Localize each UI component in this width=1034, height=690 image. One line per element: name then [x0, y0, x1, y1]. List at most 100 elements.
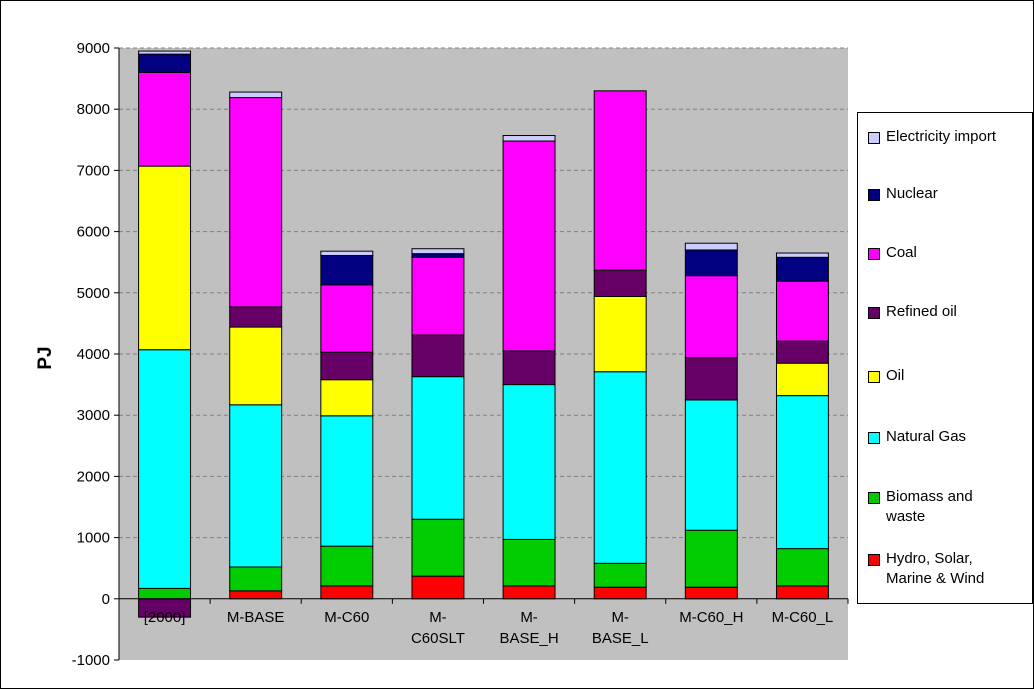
legend-swatch-nuclear: [868, 189, 880, 201]
bar-segment-natural-gas-m-c60: [320, 415, 374, 547]
bar-segment-biomass-and-waste-m-c60-l: [775, 548, 829, 587]
legend-item-oil: Oil: [868, 366, 1034, 386]
legend-swatch-electricity-import: [868, 132, 880, 144]
bar-segment-coal-m-base-h: [502, 140, 556, 352]
axes: [114, 47, 849, 661]
legend-label: Electricity import: [886, 128, 997, 145]
x-tick-label: M-BASE: [227, 609, 285, 626]
legend: Electricity import Nuclear Coal Refined …: [857, 112, 1033, 604]
bar-segment-hydro-solar-marine-wind-m-c60slt: [411, 575, 465, 600]
bar-segment-hydro-solar-marine-wind-m-base-l: [593, 586, 647, 600]
legend-swatch-refined-oil: [868, 307, 880, 319]
bar-segment-coal-m-base: [229, 97, 283, 308]
bar-segment-oil-m-base: [229, 326, 283, 406]
y-tick-label: 6000: [77, 224, 110, 241]
legend-swatch-hydro-solar-marine-wind: [868, 554, 880, 566]
y-tick-label: 4000: [77, 346, 110, 363]
bar-segment-refined-oil-m-base-h: [502, 350, 556, 386]
x-tick-label: M-C60_L: [772, 609, 834, 626]
legend-swatch-oil: [868, 371, 880, 383]
bar-segment-electricity-import-m-c60: [320, 250, 374, 256]
bar-segment-hydro-solar-marine-wind-m-c60: [320, 585, 374, 600]
bar-segment-natural-gas-m-base: [229, 404, 283, 568]
legend-label: Nuclear: [886, 185, 938, 202]
bar-segment-refined-oil-m-c60-h: [684, 357, 738, 401]
y-tick-label: 7000: [77, 162, 110, 179]
bar-segment-oil-m-base-l: [593, 295, 647, 373]
bar-segment-oil-m-c60-l: [775, 362, 829, 397]
x-tick-labels: [2000] M-BASE M-C60 M-C60SLT M-BASE_H M-BASE_…: [144, 609, 834, 647]
bar-segment-hydro-solar-marine-wind-m-c60-h: [684, 586, 738, 600]
bar-segment-nuclear-2000: [138, 53, 192, 73]
legend-item-refined-oil: Refined oil: [868, 302, 1034, 322]
bar-segment-biomass-and-waste-2000: [138, 587, 192, 600]
bar-segment-biomass-and-waste-m-base: [229, 566, 283, 592]
bars: [138, 50, 829, 618]
bar-segment-refined-oil-m-c60: [320, 351, 374, 381]
legend-label: Coal: [886, 244, 917, 261]
bar-segment-biomass-and-waste-m-base-h: [502, 538, 556, 587]
bar-segment-electricity-import-m-base-h: [502, 135, 556, 142]
x-tick-label: M-BASE_H: [499, 609, 558, 647]
bar-segment-coal-m-c60-h: [684, 275, 738, 359]
x-tick-label: M-C60: [324, 609, 369, 626]
y-tick-label: 2000: [77, 468, 110, 485]
bar-segment-hydro-solar-marine-wind-m-base: [229, 590, 283, 600]
legend-label: Oil: [886, 367, 905, 384]
legend-swatch-coal: [868, 248, 880, 260]
x-tick-label: M-C60_H: [679, 609, 743, 626]
bar-segment-natural-gas-m-c60slt: [411, 376, 465, 520]
bar-segment-natural-gas-m-c60-l: [775, 395, 829, 550]
y-tick-label: 9000: [77, 40, 110, 57]
bar-segment-refined-oil-m-base: [229, 306, 283, 328]
bar-segment-electricity-import-m-base: [229, 91, 283, 99]
legend-item-electricity-import: Electricity import: [868, 127, 1034, 147]
legend-item-nuclear: Nuclear: [868, 184, 1034, 204]
x-tick-label: [2000]: [144, 609, 186, 626]
y-tick-label: 0: [102, 591, 110, 608]
bar-segment-biomass-and-waste-m-c60: [320, 545, 374, 587]
bar-segment-nuclear-m-c60slt: [411, 253, 465, 258]
bar-segment-natural-gas-m-c60-h: [684, 399, 738, 531]
legend-label: Biomass and waste: [886, 488, 973, 525]
y-tick-label: 3000: [77, 407, 110, 424]
bar-segment-biomass-and-waste-m-c60-h: [684, 529, 738, 588]
bar-segment-natural-gas-m-base-h: [502, 384, 556, 540]
bar-segment-natural-gas-m-base-l: [593, 371, 647, 564]
bar-segment-nuclear-m-c60: [320, 254, 374, 286]
bar-segment-hydro-solar-marine-wind-m-base-h: [502, 585, 556, 600]
legend-item-natural-gas: Natural Gas: [868, 427, 1034, 447]
bar-segment-refined-oil-m-c60-l: [775, 340, 829, 364]
y-tick-label: 8000: [77, 101, 110, 118]
legend-label: Refined oil: [886, 303, 957, 320]
bar-segment-coal-m-c60: [320, 284, 374, 353]
bar-segment-biomass-and-waste-m-base-l: [593, 562, 647, 588]
legend-swatch-biomass-and-waste: [868, 492, 880, 504]
bar-segment-biomass-and-waste-m-c60slt: [411, 518, 465, 577]
bar-segment-nuclear-m-c60-h: [684, 249, 738, 277]
bar-segment-coal-m-c60-l: [775, 280, 829, 342]
y-axis-label: PJ: [35, 346, 56, 369]
bar-segment-coal-2000: [138, 71, 192, 167]
bar-segment-refined-oil-m-base-l: [593, 269, 647, 297]
legend-label: Hydro, Solar, Marine & Wind: [886, 550, 985, 587]
bar-segment-nuclear-m-c60-l: [775, 256, 829, 282]
bar-segment-coal-m-base-l: [593, 90, 647, 271]
bar-segment-coal-m-c60slt: [411, 256, 465, 336]
legend-item-hydro-solar-marine-wind: Hydro, Solar, Marine & Wind: [868, 549, 1014, 589]
y-tick-label: 5000: [77, 285, 110, 302]
y-tick-label: -1000: [72, 652, 110, 669]
bar-segment-electricity-import-m-c60-l: [775, 252, 829, 258]
bar-segment-electricity-import-m-c60-h: [684, 242, 738, 251]
bar-segment-refined-oil-m-c60slt: [411, 334, 465, 378]
bar-segment-oil-2000: [138, 165, 192, 351]
x-tick-label: M-BASE_L: [592, 609, 649, 647]
bar-segment-oil-m-c60: [320, 379, 374, 417]
x-tick-label: M-C60SLT: [411, 609, 465, 647]
bar-segment-electricity-import-2000: [138, 50, 192, 55]
bar-segment-natural-gas-2000: [138, 349, 192, 589]
legend-item-biomass-and-waste: Biomass and waste: [868, 487, 996, 527]
y-tick-labels: -1000 0 1000 2000 3000 4000 5000 6000 7000 8000 90…: [72, 40, 110, 669]
